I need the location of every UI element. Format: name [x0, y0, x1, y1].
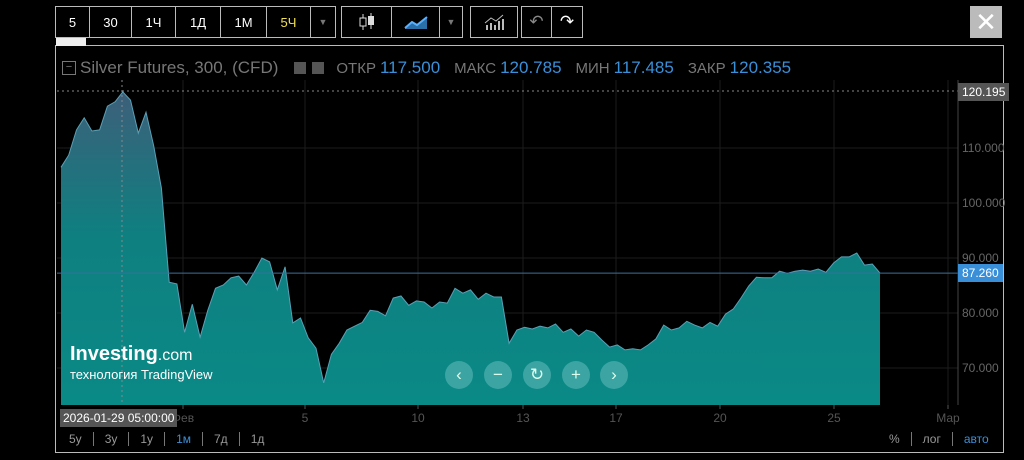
last-price-label: 87.260: [958, 264, 1003, 283]
x-tick-label: 25: [827, 411, 841, 425]
x-tick-label: 10: [411, 411, 425, 425]
scale-log[interactable]: лог: [912, 432, 953, 446]
watermark-brand: Investing: [70, 343, 158, 365]
range-selector: 5y 3y 1y 1м 7д 1д: [58, 432, 275, 446]
y-tick-label: 100.000: [962, 196, 1006, 210]
range-1m[interactable]: 1м: [165, 432, 203, 446]
zoom-in-button[interactable]: +: [562, 361, 590, 389]
interval-1h[interactable]: 1Ч: [132, 7, 176, 37]
indicators-icon[interactable]: [471, 7, 517, 37]
crosshair-price-label: 120.195: [958, 83, 1010, 101]
y-tick-label: 80.000: [962, 306, 999, 320]
watermark-suffix: .com: [157, 347, 193, 364]
indicators-group: [470, 6, 518, 38]
range-3y[interactable]: 3y: [94, 432, 130, 446]
chart-type-group: ▼: [341, 6, 463, 38]
chevron-down-icon[interactable]: ▼: [446, 17, 456, 27]
chart-frame: [55, 45, 1004, 453]
open-label: ОТКР: [336, 59, 376, 77]
scroll-right-button[interactable]: ›: [600, 361, 628, 389]
toolbar-collapse-handle[interactable]: [56, 38, 86, 46]
interval-5[interactable]: 5: [56, 7, 90, 37]
x-tick-label: 20: [713, 411, 727, 425]
y-tick-label: 90.000: [962, 251, 999, 265]
undo-icon[interactable]: ↶: [522, 7, 552, 37]
close-label: ЗАКР: [687, 59, 726, 77]
eye-icon[interactable]: [294, 62, 307, 74]
scale-auto[interactable]: авто: [963, 432, 989, 446]
range-1d[interactable]: 1д: [250, 432, 265, 446]
high-value: 120.785: [500, 58, 562, 77]
high-label: МАКС: [454, 59, 497, 77]
candlestick-icon[interactable]: [342, 7, 392, 37]
x-tick-label: Мар: [936, 411, 960, 425]
scale-percent[interactable]: %: [878, 432, 912, 446]
reset-button[interactable]: ↻: [523, 361, 551, 389]
gear-icon[interactable]: [312, 62, 325, 74]
x-tick-label: 13: [516, 411, 530, 425]
watermark: Investing.com технология TradingView: [70, 343, 213, 382]
range-5y[interactable]: 5y: [58, 432, 94, 446]
chevron-down-icon[interactable]: ▼: [318, 17, 328, 27]
price-area: [61, 91, 880, 406]
close-button[interactable]: ✕: [970, 6, 1002, 38]
interval-5h[interactable]: 5Ч: [267, 7, 311, 37]
x-tick-label: 5: [302, 411, 309, 425]
history-group: ↶ ↷: [521, 6, 583, 38]
y-tick-label: 110.000: [962, 141, 1005, 155]
close-value: 120.355: [729, 58, 792, 77]
line-chart-icon[interactable]: [392, 7, 440, 37]
watermark-sub: технология TradingView: [70, 367, 213, 382]
crosshair-date-label: 2026-01-29 05:00:00: [60, 409, 178, 427]
interval-30[interactable]: 30: [90, 7, 132, 37]
zoom-out-button[interactable]: −: [484, 361, 512, 389]
scroll-left-button[interactable]: ‹: [445, 361, 473, 389]
legend-title: Silver Futures, 300, (CFD): [80, 58, 279, 77]
interval-group: 5 30 1Ч 1Д 1М 5Ч ▼: [55, 6, 336, 38]
redo-icon[interactable]: ↷: [559, 12, 575, 31]
low-value: 117.485: [613, 58, 674, 77]
y-tick-label: 70.000: [962, 361, 999, 375]
range-7d[interactable]: 7д: [203, 432, 240, 446]
range-1y[interactable]: 1y: [129, 432, 166, 446]
price-line: [60, 91, 881, 384]
interval-1m[interactable]: 1М: [221, 7, 267, 37]
x-tick-label: 17: [609, 411, 623, 425]
x-tick-label: Фев: [172, 411, 194, 425]
interval-1d[interactable]: 1Д: [176, 7, 221, 37]
collapse-legend-icon[interactable]: −: [62, 61, 76, 75]
open-value: 117.500: [379, 58, 441, 77]
low-label: МИН: [575, 59, 610, 77]
scale-selector: % лог авто: [878, 432, 1000, 446]
chart-legend: − Silver Futures, 300, (CFD) ОТКР 117.500…: [62, 58, 801, 78]
